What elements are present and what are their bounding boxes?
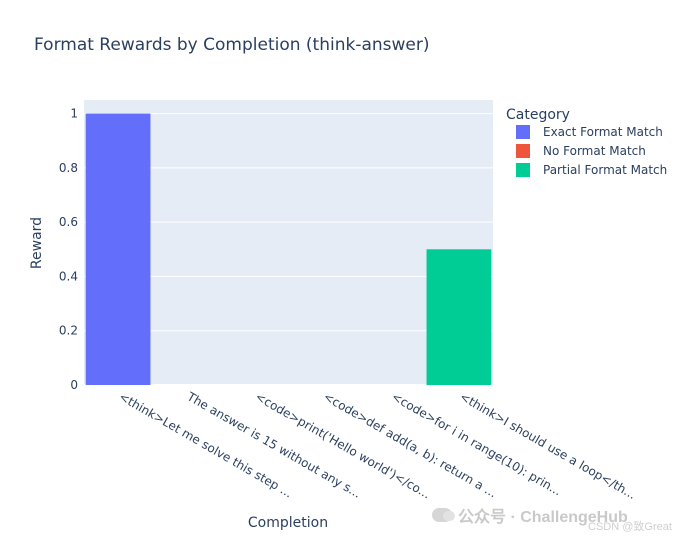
- x-axis-label: Completion: [248, 515, 328, 531]
- legend-item[interactable]: No Format Match: [516, 144, 646, 158]
- legend-item[interactable]: Partial Format Match: [516, 163, 667, 177]
- y-tick-label: 0: [70, 378, 78, 392]
- csdn-watermark: CSDN @致Great: [588, 521, 672, 533]
- chart-title: Format Rewards by Completion (think-answ…: [34, 35, 430, 55]
- bar[interactable]: [426, 249, 492, 385]
- legend-item[interactable]: Exact Format Match: [516, 125, 663, 139]
- legend-label: Partial Format Match: [543, 163, 667, 177]
- watermark: 公众号 · ChallengeHub: [432, 503, 628, 527]
- legend-swatch: [516, 144, 530, 158]
- legend[interactable]: Category Exact Format Match No Format Mat…: [506, 107, 667, 177]
- y-tick-label: 0.8: [59, 161, 78, 175]
- y-tick-label: 0.2: [59, 324, 78, 338]
- y-tick-labels: 0 0.2 0.4 0.6 0.8 1: [59, 107, 78, 392]
- bar[interactable]: [85, 113, 151, 386]
- legend-swatch: [516, 163, 530, 177]
- x-tick-labels: <think>Let me solve this step ...The ans…: [117, 389, 639, 502]
- y-gridlines: [84, 113, 493, 386]
- bars: [85, 113, 492, 386]
- y-tick-label: 1: [70, 107, 78, 121]
- legend-label: Exact Format Match: [543, 125, 663, 139]
- y-tick-label: 0.4: [59, 269, 78, 283]
- y-tick-label: 0.6: [59, 215, 78, 229]
- wechat-icon: [432, 508, 455, 522]
- legend-title: Category: [506, 107, 570, 123]
- y-axis-label: Reward: [29, 217, 45, 269]
- legend-label: No Format Match: [543, 144, 646, 158]
- legend-swatch: [516, 125, 530, 139]
- plot-area: [84, 100, 493, 385]
- watermark-text: 公众号 · ChallengeHub: [458, 509, 628, 526]
